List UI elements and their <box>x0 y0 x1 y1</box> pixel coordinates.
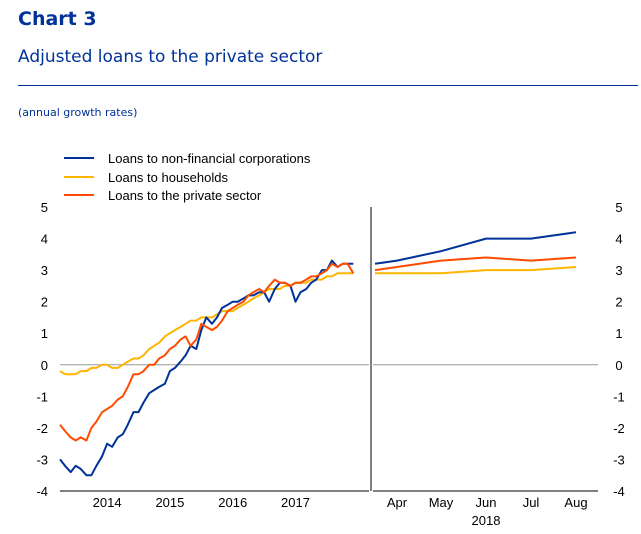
x-tick-label-2016: 2016 <box>218 495 247 510</box>
y-tick-label-right: -4 <box>613 484 625 499</box>
x-tick-label-jul: Jul <box>523 495 540 510</box>
series-line-nfc-right <box>374 231 577 265</box>
legend-label-nfc: Loans to non-financial corporations <box>108 151 311 166</box>
chart-subtitle: (annual growth rates) <box>18 106 138 119</box>
x-tick-label-apr: Apr <box>387 495 408 510</box>
legend: Loans to non-financial corporations Loan… <box>64 151 311 203</box>
chart-number: Chart 3 <box>18 8 97 30</box>
y-tick-label-left: 2 <box>41 295 48 310</box>
y-tick-label-left: -3 <box>36 452 48 467</box>
y-tick-label-left: 1 <box>41 326 48 341</box>
x-tick-label-2015: 2015 <box>155 495 184 510</box>
y-tick-label-left: 3 <box>41 263 48 278</box>
y-tick-label-left: 5 <box>41 200 48 215</box>
y-tick-label-right: 1 <box>615 326 622 341</box>
x-tick-label-aug: Aug <box>564 495 587 510</box>
y-tick-label-left: -2 <box>36 421 48 436</box>
series-line-private-sector-right <box>374 256 577 272</box>
y-tick-label-right: 0 <box>615 358 622 373</box>
y-tick-label-left: 0 <box>41 358 48 373</box>
title-divider <box>18 85 638 86</box>
x-tick-label-may: May <box>429 495 454 510</box>
y-tick-label-right: -1 <box>613 389 625 404</box>
series-line-nfc-left <box>59 259 354 477</box>
legend-label-households: Loans to households <box>108 170 228 185</box>
x-tick-label-2017: 2017 <box>281 495 310 510</box>
y-tick-label-right: -3 <box>613 452 625 467</box>
y-tick-label-right: -2 <box>613 421 625 436</box>
right-panel: -4 -3 -2 -1 0 1 2 3 4 5 Apr May Jun Jul Aug 2018 <box>370 200 625 528</box>
left-panel: -4 -3 -2 -1 0 1 2 3 4 5 2014 2015 2016 2017 <box>36 200 369 510</box>
x-tick-label-jun: Jun <box>476 495 497 510</box>
series-line-households-left <box>59 272 354 376</box>
y-tick-label-right: 2 <box>615 295 622 310</box>
x-axis-year-label: 2018 <box>472 513 501 528</box>
y-tick-label-right: 5 <box>615 200 622 215</box>
y-tick-label-left: -1 <box>36 389 48 404</box>
series-line-private-sector-left <box>59 262 355 442</box>
legend-label-private-sector: Loans to the private sector <box>108 188 262 203</box>
series-line-households-right <box>375 266 577 275</box>
y-tick-label-right: 4 <box>615 232 622 247</box>
y-tick-label-left: -4 <box>36 484 48 499</box>
x-tick-label-2014: 2014 <box>93 495 122 510</box>
y-tick-label-left: 4 <box>41 232 48 247</box>
chart-title: Adjusted loans to the private sector <box>18 47 323 67</box>
y-tick-label-right: 3 <box>615 263 622 278</box>
